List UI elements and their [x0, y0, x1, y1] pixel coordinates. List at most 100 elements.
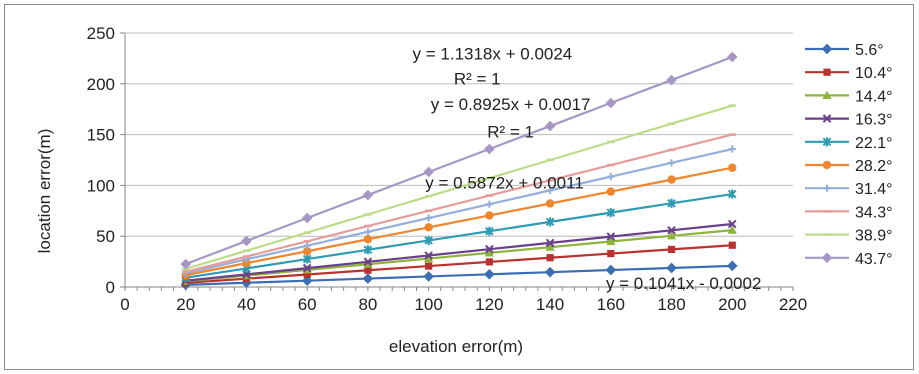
data-point-43.7° — [423, 166, 434, 178]
data-point-34.3° — [425, 209, 433, 213]
legend-label: 14.4° — [855, 88, 893, 105]
x-tick-label: 120 — [475, 295, 503, 314]
trendline-equation: R² = 1 — [487, 123, 534, 142]
x-tick-label: 40 — [237, 295, 256, 314]
data-point-5.6° — [666, 262, 677, 274]
chart-frame: 0 20 40 60 80 100 120 140 160 180 200 220 0 50 100 150… — [4, 4, 914, 370]
data-point-14.4° — [545, 242, 555, 251]
data-point-43.7° — [605, 97, 617, 109]
data-point-34.3° — [728, 133, 736, 136]
data-point-16.3° — [667, 225, 676, 235]
x-tick-labels: 0 20 40 60 80 100 120 140 160 180 200 220 — [120, 295, 807, 314]
data-point-14.4° — [666, 231, 677, 240]
data-point-31.4° — [485, 200, 493, 208]
chart: 0 20 40 60 80 100 120 140 160 180 200 220 0 50 100 150… — [35, 24, 893, 356]
y-axis-title: location error(m) — [35, 129, 54, 254]
data-point-28.2° — [363, 235, 373, 244]
trendline-equation: R² = 1 — [454, 70, 501, 89]
data-point-34.3° — [242, 255, 251, 258]
data-point-10.4° — [667, 245, 676, 254]
data-point-22.1° — [302, 254, 312, 264]
data-point-38.9° — [303, 231, 311, 234]
data-point-31.4° — [607, 173, 615, 181]
series-line-31.4° — [185, 147, 733, 275]
data-point-22.1° — [363, 245, 373, 255]
data-point-28.2° — [424, 223, 433, 232]
data-point-16.3° — [485, 244, 494, 254]
data-point-5.6° — [423, 271, 434, 282]
legend-label: 22.1° — [855, 135, 893, 152]
legend-marker-5.6° — [821, 43, 833, 55]
trendline-annotations: y = 1.1318x + 0.0024 R² = 1 y = 0.8925x + … — [413, 44, 762, 293]
trendline-equation: y = 1.1318x + 0.0024 — [413, 44, 573, 63]
data-point-43.7° — [544, 120, 556, 132]
data-point-5.6° — [544, 266, 556, 278]
data-point-22.1° — [606, 208, 616, 218]
data-point-14.4° — [606, 236, 616, 246]
series-line-38.9° — [185, 104, 733, 270]
legend-marker-14.4° — [822, 90, 832, 99]
data-point-5.6° — [362, 273, 374, 284]
x-tick-label: 180 — [657, 295, 685, 314]
data-point-31.4° — [303, 242, 311, 250]
data-point-31.4° — [546, 186, 554, 194]
legend: 5.6° 10.4° 14.4° 16.3° 22.1° 28.2° 31.4° 34.3° 3… — [805, 42, 893, 268]
x-axis-title: elevation error(m) — [389, 337, 523, 356]
x-tick-label: 160 — [597, 295, 625, 314]
data-point-14.4° — [363, 259, 373, 268]
legend-marker-16.3° — [822, 114, 832, 123]
legend-marker-22.1° — [822, 137, 832, 147]
x-tick-label: 20 — [176, 295, 195, 314]
data-point-10.4° — [728, 241, 736, 249]
data-point-34.3° — [182, 270, 190, 274]
data-point-5.6° — [605, 264, 617, 276]
series-line-5.6° — [185, 264, 733, 286]
data-point-31.4° — [425, 214, 433, 222]
data-point-16.3° — [545, 238, 555, 248]
data-point-10.4° — [607, 249, 615, 258]
data-point-43.7° — [362, 189, 374, 201]
data-point-10.4° — [303, 270, 311, 279]
data-point-28.2° — [302, 247, 312, 256]
data-point-16.3° — [363, 257, 373, 267]
legend-label: 38.9° — [855, 228, 893, 245]
legend-label: 31.4° — [855, 181, 893, 198]
legend-marker-28.2° — [822, 160, 832, 170]
data-point-14.4° — [424, 253, 434, 263]
legend-marker-34.3° — [823, 210, 831, 213]
data-point-31.4° — [728, 145, 736, 153]
x-tick-label: 200 — [718, 295, 746, 314]
data-point-16.3° — [606, 232, 616, 241]
series-line-22.1° — [185, 192, 733, 279]
data-point-38.9° — [546, 158, 554, 162]
data-point-38.9° — [364, 213, 372, 216]
series-line-14.4° — [185, 229, 733, 283]
legend-label: 34.3° — [855, 204, 893, 221]
data-point-14.4° — [484, 248, 494, 257]
legend-label: 5.6° — [855, 42, 884, 59]
x-tick-label: 0 — [120, 295, 129, 314]
data-point-28.2° — [242, 258, 251, 268]
data-point-22.1° — [545, 217, 555, 227]
data-point-28.2° — [606, 187, 616, 196]
data-point-16.3° — [424, 251, 433, 260]
legend-marker-38.9° — [823, 233, 831, 236]
data-point-38.9° — [667, 122, 676, 126]
legend-marker-43.7° — [821, 252, 833, 264]
series-line-16.3° — [185, 222, 733, 282]
gridlines — [125, 32, 793, 288]
series-line-43.7° — [185, 55, 733, 266]
data-point-28.2° — [728, 163, 737, 172]
data-point-34.3° — [364, 224, 372, 228]
data-point-22.1° — [424, 235, 433, 246]
y-tick-label: 150 — [87, 126, 115, 145]
trendline-equation: y = 0.5872x + 0.0011 — [425, 173, 583, 192]
data-point-10.4° — [364, 266, 372, 274]
series-markers — [180, 51, 738, 291]
y-tick-label: 100 — [87, 176, 115, 195]
data-point-43.7° — [726, 51, 738, 63]
data-point-38.9° — [728, 104, 736, 107]
data-point-43.7° — [666, 74, 677, 86]
data-point-16.3° — [727, 219, 737, 229]
data-point-43.7° — [301, 212, 313, 224]
